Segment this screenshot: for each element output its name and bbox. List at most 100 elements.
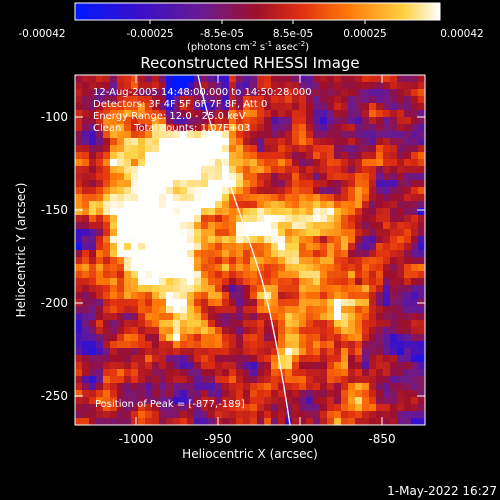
- image-pixel: [187, 208, 195, 216]
- image-pixel: [82, 124, 90, 132]
- image-pixel: [243, 348, 251, 356]
- image-pixel: [334, 75, 342, 83]
- image-pixel: [187, 236, 195, 244]
- image-pixel: [124, 145, 132, 153]
- image-pixel: [341, 117, 349, 125]
- image-pixel: [355, 264, 363, 272]
- image-pixel: [264, 208, 272, 216]
- image-pixel: [159, 124, 167, 132]
- image-pixel: [306, 215, 314, 223]
- image-pixel: [201, 341, 209, 349]
- image-pixel: [418, 75, 425, 83]
- image-pixel: [411, 117, 419, 125]
- image-pixel: [278, 166, 286, 174]
- image-pixel: [124, 327, 132, 335]
- image-pixel: [89, 411, 97, 419]
- image-pixel: [299, 96, 307, 104]
- image-pixel: [418, 278, 425, 286]
- image-pixel: [145, 348, 153, 356]
- image-pixel: [334, 110, 342, 118]
- image-pixel: [243, 320, 251, 328]
- image-pixel: [103, 257, 111, 265]
- image-pixel: [117, 110, 125, 118]
- image-pixel: [411, 334, 419, 342]
- image-pixel: [89, 222, 97, 230]
- image-pixel: [243, 355, 251, 363]
- image-pixel: [229, 257, 237, 265]
- image-pixel: [327, 362, 335, 370]
- image-pixel: [152, 278, 160, 286]
- image-pixel: [278, 215, 286, 223]
- image-pixel: [152, 250, 160, 258]
- image-pixel: [250, 194, 258, 202]
- image-pixel: [250, 292, 258, 300]
- image-pixel: [278, 250, 286, 258]
- image-pixel: [369, 348, 377, 356]
- image-pixel: [124, 187, 132, 195]
- image-pixel: [313, 215, 321, 223]
- image-pixel: [348, 404, 356, 412]
- image-pixel: [320, 180, 328, 188]
- colorbar: -0.00042 -0.00025 -8.5e-05 8.5e-05 0.000…: [18, 2, 484, 53]
- image-pixel: [320, 187, 328, 195]
- image-pixel: [75, 215, 83, 223]
- image-pixel: [299, 355, 307, 363]
- image-pixel: [138, 138, 146, 146]
- image-pixel: [89, 215, 97, 223]
- image-pixel: [397, 194, 405, 202]
- image-pixel: [208, 285, 216, 293]
- image-pixel: [362, 313, 370, 321]
- image-pixel: [222, 208, 230, 216]
- image-pixel: [201, 131, 209, 139]
- image-pixel: [334, 82, 342, 90]
- image-pixel: [180, 327, 188, 335]
- image-pixel: [411, 243, 419, 251]
- image-pixel: [348, 201, 356, 209]
- image-pixel: [138, 383, 146, 391]
- image-pixel: [194, 313, 202, 321]
- image-pixel: [208, 180, 216, 188]
- image-pixel: [152, 173, 160, 181]
- colorbar-tick-label: 0.00025: [343, 28, 386, 40]
- image-pixel: [264, 89, 272, 97]
- image-pixel: [404, 418, 412, 425]
- image-pixel: [418, 257, 425, 265]
- image-pixel: [390, 159, 398, 167]
- image-pixel: [257, 355, 265, 363]
- image-pixel: [75, 320, 83, 328]
- image-pixel: [355, 229, 363, 237]
- image-pixel: [313, 180, 321, 188]
- image-pixel: [180, 306, 188, 314]
- image-pixel: [397, 145, 405, 153]
- image-pixel: [201, 89, 209, 97]
- image-pixel: [327, 75, 335, 83]
- image-pixel: [194, 327, 202, 335]
- image-pixel: [285, 390, 293, 398]
- image-pixel: [215, 355, 223, 363]
- image-pixel: [348, 236, 356, 244]
- image-pixel: [82, 117, 90, 125]
- image-pixel: [313, 397, 321, 405]
- image-pixel: [341, 96, 349, 104]
- image-pixel: [404, 124, 412, 132]
- image-pixel: [383, 159, 391, 167]
- image-pixel: [208, 117, 216, 125]
- image-pixel: [306, 264, 314, 272]
- image-pixel: [194, 257, 202, 265]
- image-pixel: [369, 145, 377, 153]
- image-pixel: [145, 313, 153, 321]
- image-pixel: [201, 327, 209, 335]
- image-pixel: [341, 355, 349, 363]
- image-pixel: [313, 103, 321, 111]
- image-pixel: [299, 278, 307, 286]
- image-pixel: [369, 222, 377, 230]
- image-pixel: [348, 327, 356, 335]
- image-pixel: [110, 96, 118, 104]
- image-pixel: [383, 320, 391, 328]
- image-pixel: [236, 236, 244, 244]
- image-pixel: [341, 201, 349, 209]
- image-pixel: [75, 285, 83, 293]
- image-pixel: [348, 250, 356, 258]
- image-pixel: [110, 201, 118, 209]
- image-pixel: [222, 376, 230, 384]
